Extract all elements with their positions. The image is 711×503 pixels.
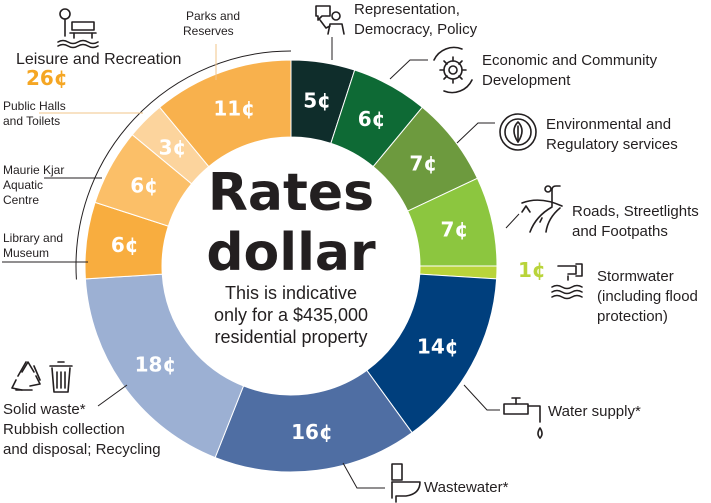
drain-icon	[551, 263, 583, 300]
representation-label-line2: Democracy, Policy	[354, 21, 478, 38]
slice-value-5: 14¢	[417, 335, 459, 359]
roads-label-line1: Roads, Streetlights	[572, 203, 699, 220]
parks-label-line2: Reserves	[183, 24, 234, 38]
aquatic-label-line2: Aquatic	[3, 178, 43, 192]
economic-label-line1: Economic and Community	[482, 52, 658, 69]
aquatic-label-line3: Centre	[3, 193, 39, 207]
leaf-icon	[499, 113, 537, 151]
representation-label-line1: Representation,	[354, 1, 460, 18]
leisure-value: 26¢	[26, 66, 68, 90]
economic-label-line2: Development	[482, 72, 571, 89]
stormwater-label-line3: protection)	[597, 308, 668, 325]
environmental-label-line2: Regulatory services	[546, 136, 678, 153]
representation-icon	[315, 5, 345, 35]
slice-value-0: 5¢	[303, 89, 331, 113]
solid-waste-label-line2: Rubbish collection	[3, 421, 125, 438]
solid-waste-label-line3: and disposal; Recycling	[3, 441, 161, 458]
chart-title-line1: Rates	[208, 163, 374, 223]
tap-icon	[503, 397, 543, 439]
subtitle-line2: only for a $435,000	[214, 305, 368, 325]
stormwater-label-line2: (including flood	[597, 288, 698, 305]
gear-icon	[433, 46, 473, 94]
slice-value-2: 7¢	[409, 151, 437, 175]
bin-icon	[49, 361, 73, 393]
leader-economic	[389, 59, 428, 80]
leader-water	[463, 384, 500, 411]
stormwater-value: 1¢	[518, 258, 546, 282]
slice-value-9: 6¢	[130, 173, 158, 197]
water-label: Water supply*	[548, 403, 641, 420]
slice-value-8: 6¢	[111, 233, 139, 257]
slice-value-10: 3¢	[159, 136, 187, 160]
leisure-group-arc	[75, 50, 292, 280]
leader-roads	[505, 213, 520, 229]
leader-solid-waste	[97, 384, 128, 407]
stormwater-label-line1: Stormwater	[597, 268, 674, 285]
road-icon	[521, 185, 563, 233]
environmental-label-line1: Environmental and	[546, 116, 671, 133]
slice-value-labels: 5¢6¢7¢7¢14¢16¢18¢6¢6¢3¢11¢	[111, 89, 468, 445]
library-label-line2: Museum	[3, 246, 49, 260]
chart-title-line2: dollar	[206, 223, 376, 283]
leisure-label: Leisure and Recreation	[16, 51, 181, 68]
donut-hole	[162, 137, 420, 395]
leader-environmental	[456, 122, 495, 144]
slice-value-1: 6¢	[358, 107, 386, 131]
halls-label-line2: and Toilets	[3, 114, 60, 128]
slice-value-3: 7¢	[441, 217, 469, 241]
park-bench-icon	[57, 8, 99, 49]
toilet-icon	[391, 463, 421, 503]
recycle-icon	[11, 361, 41, 391]
slice-value-11: 11¢	[213, 96, 255, 120]
subtitle-line1: This is indicative	[225, 283, 357, 303]
slice-value-6: 16¢	[291, 420, 333, 444]
slice-value-7: 18¢	[135, 352, 177, 376]
aquatic-label-line1: Maurie Kjar	[3, 163, 64, 177]
wastewater-label: Wastewater*	[424, 479, 509, 496]
parks-label-line1: Parks and	[186, 9, 240, 23]
library-label-line1: Library and	[3, 231, 63, 245]
roads-label-line2: and Footpaths	[572, 223, 668, 240]
leader-wastewater	[342, 462, 385, 489]
solid-waste-label-line1: Solid waste*	[3, 401, 86, 418]
halls-label-line1: Public Halls	[3, 99, 66, 113]
subtitle-line3: residential property	[214, 327, 367, 347]
